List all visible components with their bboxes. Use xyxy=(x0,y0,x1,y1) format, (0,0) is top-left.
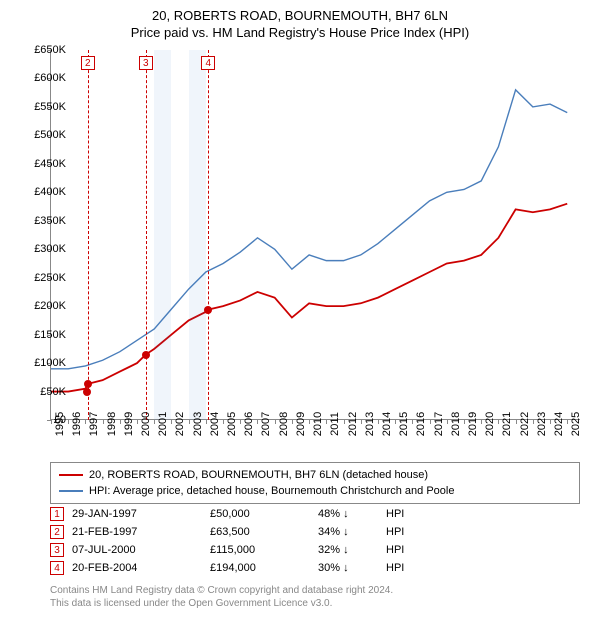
x-axis-tick-label: 2000 xyxy=(140,412,152,436)
y-axis-tick-label: £450K xyxy=(34,158,66,170)
chart-svg xyxy=(51,50,581,420)
x-axis-tick-label: 2024 xyxy=(553,412,565,436)
sales-table-row: 2 21-FEB-1997 £63,500 34% ↓ HPI xyxy=(50,523,580,541)
row-ref: HPI xyxy=(386,562,436,574)
row-price: £63,500 xyxy=(210,526,310,538)
sale-marker-box: 4 xyxy=(201,56,215,70)
sale-point-dot xyxy=(142,351,150,359)
title-block: 20, ROBERTS ROAD, BOURNEMOUTH, BH7 6LN P… xyxy=(0,0,600,40)
row-pct: 32% ↓ xyxy=(318,544,378,556)
x-axis-tick-label: 2012 xyxy=(347,412,359,436)
y-axis-tick-label: £100K xyxy=(34,357,66,369)
x-axis-tick-label: 2004 xyxy=(209,412,221,436)
x-axis-tick-label: 2025 xyxy=(570,412,582,436)
x-axis-tick-label: 2006 xyxy=(243,412,255,436)
row-pct: 48% ↓ xyxy=(318,508,378,520)
row-id-box: 1 xyxy=(50,507,64,521)
x-axis-tick-label: 2017 xyxy=(433,412,445,436)
x-axis-tick-label: 2022 xyxy=(519,412,531,436)
sale-marker-box: 2 xyxy=(81,56,95,70)
row-price: £50,000 xyxy=(210,508,310,520)
x-axis-tick-label: 2007 xyxy=(260,412,272,436)
y-axis-tick-label: £200K xyxy=(34,300,66,312)
legend-swatch xyxy=(59,474,83,476)
x-axis-tick-label: 2020 xyxy=(484,412,496,436)
row-date: 07-JUL-2000 xyxy=(72,544,202,556)
y-axis-tick-label: £300K xyxy=(34,243,66,255)
sale-marker-line xyxy=(88,50,89,420)
y-axis-tick-label: £650K xyxy=(34,44,66,56)
sale-marker-line xyxy=(146,50,147,420)
title-line2: Price paid vs. HM Land Registry's House … xyxy=(0,25,600,40)
row-price: £194,000 xyxy=(210,562,310,574)
x-axis-tick-label: 2009 xyxy=(295,412,307,436)
y-axis-tick-label: £150K xyxy=(34,329,66,341)
y-axis-tick-label: £400K xyxy=(34,186,66,198)
sales-table: 1 29-JAN-1997 £50,000 48% ↓ HPI 2 21-FEB-1997 £… xyxy=(50,505,580,577)
x-axis-tick-label: 2002 xyxy=(174,412,186,436)
sales-table-row: 4 20-FEB-2004 £194,000 30% ↓ HPI xyxy=(50,559,580,577)
chart-container: 20, ROBERTS ROAD, BOURNEMOUTH, BH7 6LN P… xyxy=(0,0,600,620)
x-axis-tick-label: 2014 xyxy=(381,412,393,436)
x-axis-tick-label: 2003 xyxy=(192,412,204,436)
y-axis-tick-label: £350K xyxy=(34,215,66,227)
legend-label: 20, ROBERTS ROAD, BOURNEMOUTH, BH7 6LN (… xyxy=(89,469,428,481)
x-axis-tick-label: 2001 xyxy=(157,412,169,436)
sales-table-row: 3 07-JUL-2000 £115,000 32% ↓ HPI xyxy=(50,541,580,559)
x-axis-tick-label: 2019 xyxy=(467,412,479,436)
row-id-box: 4 xyxy=(50,561,64,575)
x-axis-tick-label: 2008 xyxy=(278,412,290,436)
row-ref: HPI xyxy=(386,526,436,538)
legend-label: HPI: Average price, detached house, Bour… xyxy=(89,485,454,497)
series-price_paid xyxy=(51,204,567,392)
shaded-band xyxy=(189,50,206,420)
y-axis-tick-label: £250K xyxy=(34,272,66,284)
y-axis-tick-label: £600K xyxy=(34,72,66,84)
legend-swatch xyxy=(59,490,83,492)
x-axis-tick-label: 2018 xyxy=(450,412,462,436)
x-axis-tick-label: 1999 xyxy=(123,412,135,436)
x-axis-tick-label: 1996 xyxy=(71,412,83,436)
legend: 20, ROBERTS ROAD, BOURNEMOUTH, BH7 6LN (… xyxy=(50,462,580,504)
sale-point-dot xyxy=(84,380,92,388)
sale-marker-line xyxy=(208,50,209,420)
sale-marker-box: 3 xyxy=(139,56,153,70)
x-axis-tick-label: 1998 xyxy=(106,412,118,436)
sales-table-row: 1 29-JAN-1997 £50,000 48% ↓ HPI xyxy=(50,505,580,523)
x-axis-tick-label: 2011 xyxy=(329,412,341,436)
chart-plot-area: 2 3 4 xyxy=(50,50,580,420)
x-axis-tick-label: 2013 xyxy=(364,412,376,436)
row-ref: HPI xyxy=(386,544,436,556)
sale-point-dot xyxy=(204,306,212,314)
row-id-box: 2 xyxy=(50,525,64,539)
x-axis-tick-label: 2023 xyxy=(536,412,548,436)
x-axis-tick-label: 1997 xyxy=(88,412,100,436)
footer-line1: Contains HM Land Registry data © Crown c… xyxy=(50,584,393,597)
x-axis-tick-label: 2015 xyxy=(398,412,410,436)
row-date: 29-JAN-1997 xyxy=(72,508,202,520)
y-axis-tick-label: £500K xyxy=(34,129,66,141)
legend-item: 20, ROBERTS ROAD, BOURNEMOUTH, BH7 6LN (… xyxy=(59,467,571,483)
x-axis-tick-label: 2016 xyxy=(415,412,427,436)
x-axis-tick-label: 1995 xyxy=(54,412,66,436)
row-date: 20-FEB-2004 xyxy=(72,562,202,574)
y-axis-tick-label: £550K xyxy=(34,101,66,113)
shaded-band xyxy=(154,50,171,420)
title-line1: 20, ROBERTS ROAD, BOURNEMOUTH, BH7 6LN xyxy=(0,8,600,23)
footer-line2: This data is licensed under the Open Gov… xyxy=(50,597,393,610)
series-hpi xyxy=(51,90,567,369)
row-date: 21-FEB-1997 xyxy=(72,526,202,538)
row-pct: 30% ↓ xyxy=(318,562,378,574)
row-price: £115,000 xyxy=(210,544,310,556)
x-axis-tick-label: 2005 xyxy=(226,412,238,436)
row-pct: 34% ↓ xyxy=(318,526,378,538)
row-ref: HPI xyxy=(386,508,436,520)
x-axis-tick-label: 2010 xyxy=(312,412,324,436)
row-id-box: 3 xyxy=(50,543,64,557)
sale-point-dot xyxy=(83,388,91,396)
legend-item: HPI: Average price, detached house, Bour… xyxy=(59,483,571,499)
footer-attribution: Contains HM Land Registry data © Crown c… xyxy=(50,584,393,610)
x-axis-tick-label: 2021 xyxy=(501,412,513,436)
y-axis-tick-label: £50K xyxy=(40,386,66,398)
